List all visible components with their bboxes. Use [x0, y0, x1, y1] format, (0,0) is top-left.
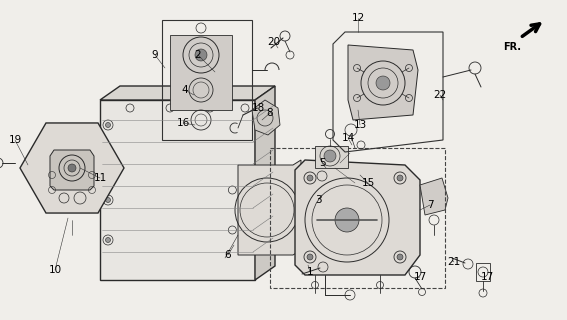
- Polygon shape: [255, 86, 275, 280]
- Polygon shape: [238, 160, 301, 255]
- Text: 13: 13: [353, 120, 367, 130]
- Polygon shape: [50, 150, 94, 190]
- Polygon shape: [295, 160, 420, 275]
- Text: 2: 2: [194, 50, 201, 60]
- Bar: [162, 20, 252, 140]
- Circle shape: [307, 175, 313, 181]
- Polygon shape: [420, 178, 448, 215]
- Text: 20: 20: [268, 37, 281, 47]
- Text: 5: 5: [319, 158, 325, 168]
- Text: 15: 15: [361, 178, 375, 188]
- Text: 11: 11: [94, 173, 107, 183]
- Circle shape: [397, 254, 403, 260]
- Bar: [270, 148, 445, 288]
- Polygon shape: [252, 100, 280, 135]
- Text: 8: 8: [266, 108, 273, 118]
- Circle shape: [397, 175, 403, 181]
- Bar: [476, 263, 490, 281]
- Text: 6: 6: [225, 250, 231, 260]
- Polygon shape: [348, 45, 418, 120]
- Circle shape: [105, 157, 111, 163]
- Text: 17: 17: [480, 272, 494, 282]
- Circle shape: [335, 208, 359, 232]
- Text: 4: 4: [181, 85, 188, 95]
- Text: FR.: FR.: [503, 42, 521, 52]
- Circle shape: [195, 49, 207, 61]
- Text: 18: 18: [251, 103, 265, 113]
- Circle shape: [376, 76, 390, 90]
- Polygon shape: [100, 100, 255, 280]
- Polygon shape: [315, 146, 348, 168]
- Text: 22: 22: [433, 90, 447, 100]
- Text: 14: 14: [341, 133, 354, 143]
- Circle shape: [105, 237, 111, 243]
- Text: 3: 3: [315, 195, 321, 205]
- Circle shape: [105, 123, 111, 127]
- Circle shape: [307, 254, 313, 260]
- Circle shape: [105, 197, 111, 203]
- Circle shape: [68, 164, 76, 172]
- Circle shape: [324, 150, 336, 162]
- Text: 21: 21: [447, 257, 460, 267]
- Polygon shape: [100, 86, 275, 100]
- Text: 16: 16: [176, 118, 189, 128]
- Text: 9: 9: [152, 50, 158, 60]
- Text: 1: 1: [307, 267, 314, 277]
- Text: 12: 12: [352, 13, 365, 23]
- Polygon shape: [170, 35, 232, 110]
- Text: 19: 19: [9, 135, 22, 145]
- Text: 7: 7: [427, 200, 433, 210]
- Text: 10: 10: [48, 265, 62, 275]
- Text: 17: 17: [413, 272, 426, 282]
